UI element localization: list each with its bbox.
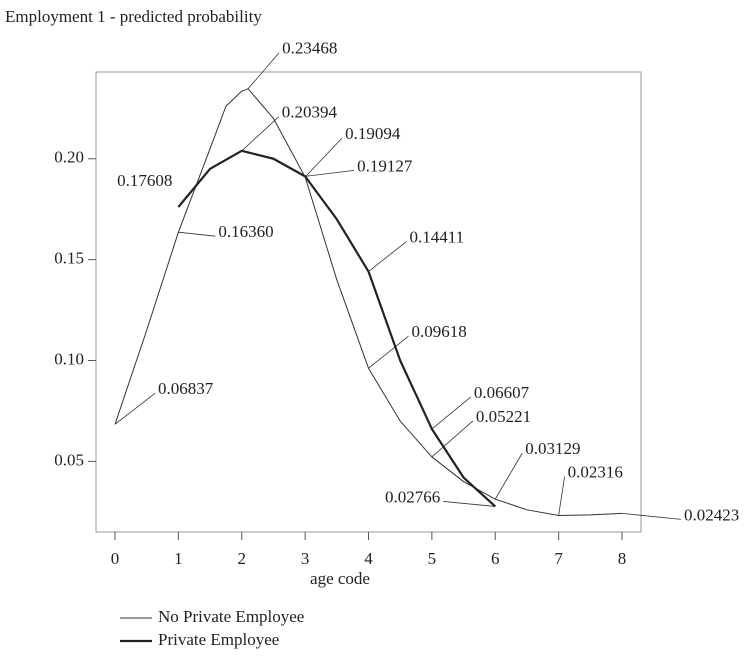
x-tick-label: 6 xyxy=(491,549,500,568)
x-tick-label: 2 xyxy=(238,549,247,568)
leader-line xyxy=(431,396,472,430)
leader-line xyxy=(114,393,156,425)
data-label: 0.20394 xyxy=(282,103,338,122)
series-line xyxy=(114,88,623,517)
leader-line xyxy=(558,476,566,516)
leader-line xyxy=(305,169,355,177)
data-label: 0.02316 xyxy=(568,462,623,481)
data-label: 0.02766 xyxy=(385,487,440,506)
x-tick-label: 1 xyxy=(174,549,183,568)
chart-title: Employment 1 - predicted probability xyxy=(5,7,262,26)
data-label: 0.06607 xyxy=(474,383,530,402)
legend-label: No Private Employee xyxy=(158,607,304,626)
y-tick-label: 0.20 xyxy=(54,148,84,167)
data-label: 0.02423 xyxy=(684,505,739,524)
data-label: 0.05221 xyxy=(476,407,531,426)
leader-line xyxy=(241,116,280,152)
x-axis-label: age code xyxy=(310,569,370,588)
data-label: 0.19127 xyxy=(357,156,413,175)
legend-label: Private Employee xyxy=(158,630,279,649)
leader-line xyxy=(368,335,409,369)
leader-line xyxy=(178,231,216,237)
x-tick-label: 0 xyxy=(111,549,120,568)
leader-line xyxy=(304,137,343,178)
leader-line xyxy=(494,452,523,500)
y-tick-label: 0.10 xyxy=(54,349,84,368)
leader-line xyxy=(368,241,407,272)
data-label: 0.09618 xyxy=(412,322,467,341)
series-line xyxy=(177,149,496,508)
data-label: 0.03129 xyxy=(525,439,580,458)
y-tick-label: 0.05 xyxy=(54,450,84,469)
leader-line xyxy=(443,501,496,507)
x-tick-label: 4 xyxy=(364,549,373,568)
leader-line xyxy=(621,512,682,520)
data-label: 0.14411 xyxy=(410,227,465,246)
y-tick-label: 0.15 xyxy=(54,249,84,268)
data-label: 0.17608 xyxy=(117,171,172,190)
data-label: 0.19094 xyxy=(345,124,401,143)
leader-line xyxy=(431,420,474,458)
x-tick-label: 7 xyxy=(554,549,563,568)
data-label: 0.23468 xyxy=(282,39,337,58)
leader-line xyxy=(247,52,280,90)
x-tick-label: 5 xyxy=(428,549,437,568)
data-label: 0.06837 xyxy=(158,379,214,398)
x-tick-label: 8 xyxy=(618,549,627,568)
data-label: 0.16360 xyxy=(218,222,273,241)
x-tick-label: 3 xyxy=(301,549,310,568)
